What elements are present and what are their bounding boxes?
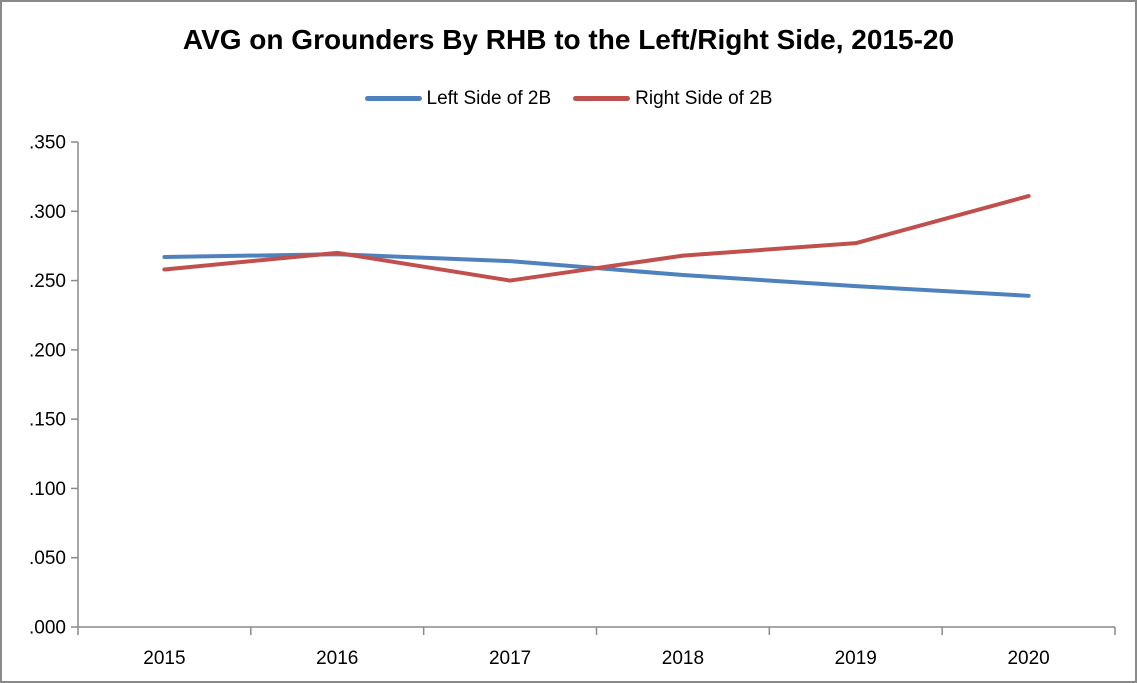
legend-swatch bbox=[364, 96, 422, 101]
y-tick-label: .000 bbox=[29, 618, 66, 639]
legend-label: Left Side of 2B bbox=[426, 88, 552, 109]
x-tick-label: 2019 bbox=[835, 648, 877, 669]
legend-label: Right Side of 2B bbox=[635, 88, 773, 109]
legend-item-right-side: Right Side of 2B bbox=[573, 89, 772, 108]
y-tick-label: .050 bbox=[29, 548, 66, 569]
series-line-right-side bbox=[162, 194, 1031, 283]
x-tick-label: 2018 bbox=[662, 648, 704, 669]
legend-swatch bbox=[573, 96, 631, 101]
y-tick-label: .150 bbox=[29, 410, 66, 431]
legend-item-left-side: Left Side of 2B bbox=[364, 88, 552, 109]
y-tick-label: .250 bbox=[29, 271, 66, 292]
y-tick-label: .350 bbox=[29, 133, 66, 154]
x-tick-label: 2016 bbox=[316, 648, 358, 669]
chart-title: AVG on Grounders By RHB to the Left/Righ… bbox=[182, 24, 955, 55]
y-tick-label: .100 bbox=[29, 479, 66, 500]
legend: Left Side of 2B Right Side of 2B bbox=[2, 89, 1135, 108]
x-tick-label: 2020 bbox=[1007, 648, 1049, 669]
y-tick-label: .200 bbox=[29, 340, 66, 361]
x-tick-label: 2015 bbox=[143, 648, 185, 669]
y-tick-label: .300 bbox=[29, 202, 66, 223]
series-line-left-side bbox=[162, 252, 1031, 298]
x-tick-label: 2017 bbox=[489, 648, 531, 669]
